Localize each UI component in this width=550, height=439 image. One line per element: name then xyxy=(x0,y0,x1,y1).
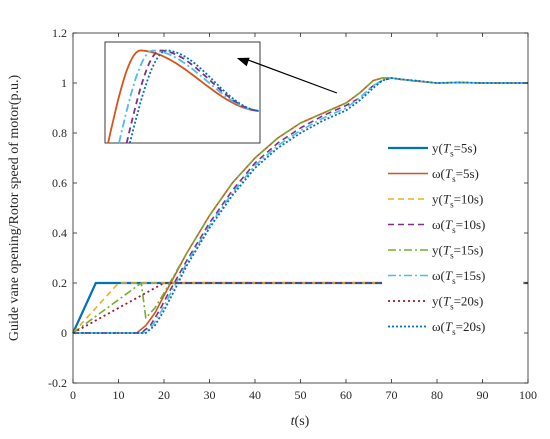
series-line-7 xyxy=(72,282,528,334)
annotation-arrow xyxy=(236,57,338,94)
legend-label-symbol: T xyxy=(443,294,451,309)
legend-label-2: ω(Ts=5s) xyxy=(432,166,479,184)
legend-label-subscript: s xyxy=(450,149,454,159)
legend-label-symbol: T xyxy=(445,166,453,181)
inset-curve-2 xyxy=(118,49,261,144)
legend-label-7: y(Ts=20s) xyxy=(432,294,483,312)
legend-label-prefix: ω( xyxy=(432,217,445,232)
legend-label-suffix: =10s) xyxy=(456,217,486,232)
legend-label-prefix: y( xyxy=(432,192,443,207)
legend-label-8: ω(Ts=20s) xyxy=(432,319,485,337)
legend-label-suffix: =20s) xyxy=(454,294,484,309)
legend-label-prefix: y( xyxy=(432,294,443,309)
legend-label-prefix: ω( xyxy=(432,268,445,283)
x-tick-label: 40 xyxy=(249,388,261,402)
legend-label-suffix: =5s) xyxy=(454,141,477,156)
y-tick-label: 1.2 xyxy=(52,26,67,40)
legend-label-subscript: s xyxy=(450,251,454,261)
x-axis-title-var: t xyxy=(291,414,296,429)
legend-label-subscript: s xyxy=(450,200,454,210)
y-tick-label: 1 xyxy=(61,76,67,90)
legend-label-suffix: =20s) xyxy=(456,319,486,334)
arrow-shaft xyxy=(246,58,338,94)
legend-label-suffix: =10s) xyxy=(454,192,484,207)
legend-label-prefix: ω( xyxy=(432,319,445,334)
legend-label-symbol: T xyxy=(443,141,451,156)
legend-label-prefix: y( xyxy=(432,243,443,258)
legend-label-subscript: s xyxy=(452,327,456,337)
legend-label-symbol: T xyxy=(445,319,453,334)
inset-curves xyxy=(107,49,261,144)
x-tick-label: 60 xyxy=(340,388,352,402)
y-tick-label: 0.6 xyxy=(52,176,67,190)
arrow-head xyxy=(236,57,250,67)
inset-curve-4 xyxy=(128,49,261,144)
legend-label-subscript: s xyxy=(450,302,454,312)
legend-label-suffix: =15s) xyxy=(454,243,484,258)
y-tick-label: -0.2 xyxy=(48,376,67,390)
y-tick-label: 0 xyxy=(61,326,67,340)
x-tick-label: 90 xyxy=(477,388,489,402)
legend-label-symbol: T xyxy=(445,268,453,283)
y-tick-label: 0.8 xyxy=(52,126,67,140)
y-axis-title: Guide vane opening/Rotor speed of motor(… xyxy=(7,74,22,341)
legend-label-suffix: =5s) xyxy=(456,166,479,181)
inset-curve-1 xyxy=(107,49,261,144)
x-axis-title: t(s) xyxy=(291,414,310,429)
x-tick-label: 100 xyxy=(519,388,537,402)
x-tick-label: 30 xyxy=(204,388,216,402)
x-tick-label: 50 xyxy=(295,388,307,402)
legend: y(Ts=5s)ω(Ts=5s)y(Ts=10s)ω(Ts=10s)y(Ts=1… xyxy=(388,141,485,337)
x-tick-label: 70 xyxy=(386,388,398,402)
legend-label-6: ω(Ts=15s) xyxy=(432,268,485,286)
legend-label-subscript: s xyxy=(452,225,456,235)
y-tick-label: 0.2 xyxy=(52,276,67,290)
legend-label-prefix: ω( xyxy=(432,166,445,181)
legend-label-suffix: =15s) xyxy=(456,268,486,283)
legend-label-3: y(Ts=10s) xyxy=(432,192,483,210)
x-tick-label: 10 xyxy=(113,388,125,402)
legend-label-1: y(Ts=5s) xyxy=(432,141,477,159)
zoom-inset xyxy=(104,41,261,144)
legend-label-subscript: s xyxy=(452,174,456,184)
x-tick-label: 80 xyxy=(431,388,443,402)
tick-layer: 0 10 20 30 40 50 60 70 80 90 100-0.200.20.40.60.81… xyxy=(48,26,537,402)
legend-label-prefix: y( xyxy=(432,141,443,156)
x-axis-title-unit: (s) xyxy=(295,414,310,429)
legend-label-symbol: T xyxy=(445,217,453,232)
legend-box xyxy=(382,137,523,355)
legend-label-symbol: T xyxy=(443,243,451,258)
x-tick-label: 0 xyxy=(70,388,76,402)
legend-label-5: y(Ts=15s) xyxy=(432,243,483,261)
legend-label-symbol: T xyxy=(443,192,451,207)
x-tick-label: 20 xyxy=(158,388,170,402)
series-line-6 xyxy=(73,77,528,334)
legend-label-4: ω(Ts=10s) xyxy=(432,217,485,235)
series-line-5 xyxy=(72,77,528,334)
legend-label-subscript: s xyxy=(452,276,456,286)
y-tick-label: 0.4 xyxy=(52,226,67,240)
